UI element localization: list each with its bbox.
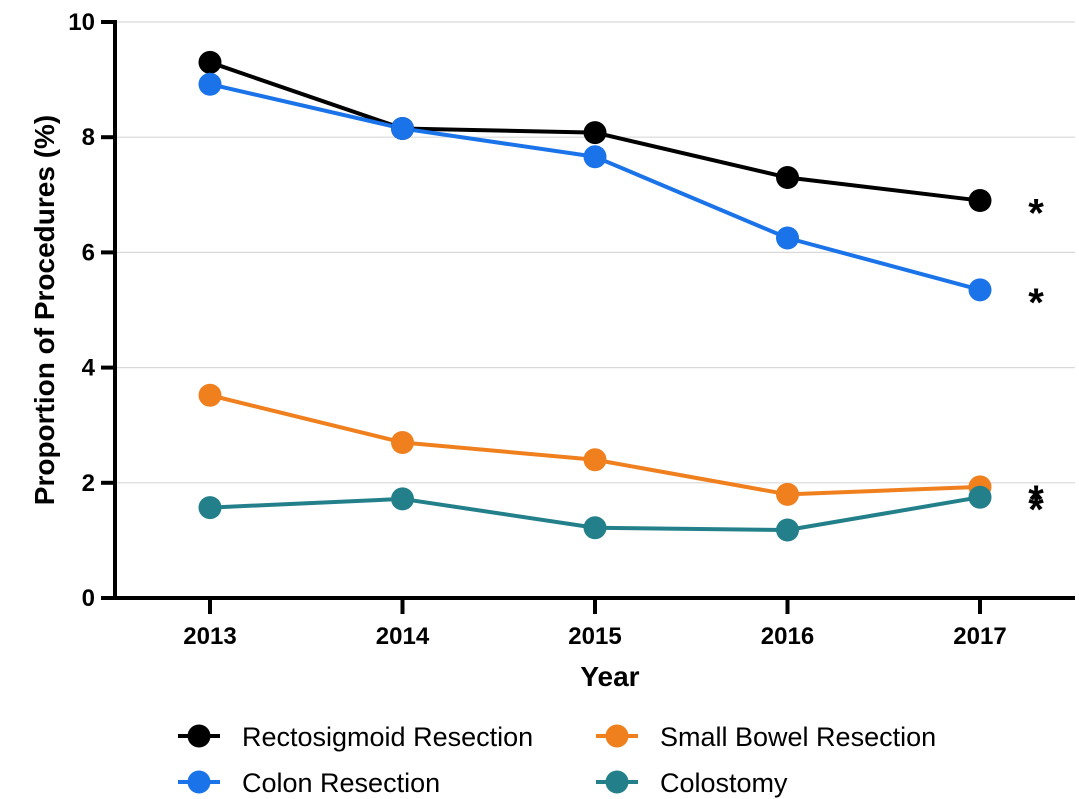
data-point	[391, 487, 414, 511]
x-tick-label: 2013	[183, 623, 236, 650]
significance-asterisk: *	[1028, 488, 1044, 532]
ticks: 0 2 4 6 8 10 2013 2014 2015 2016 2017	[68, 9, 1006, 650]
data-point	[583, 448, 607, 472]
legend-item: Colostomy	[596, 768, 788, 798]
y-tick-label: 2	[82, 470, 95, 497]
y-axis-title: Proportion of Procedures (%)	[29, 115, 60, 505]
data-point	[583, 145, 607, 169]
data-point	[198, 72, 222, 96]
significance-asterisk: *	[1028, 192, 1044, 236]
legend-label: Small Bowel Resection	[660, 722, 936, 752]
axes	[113, 20, 1075, 600]
legend-label: Colostomy	[660, 768, 788, 798]
significance-marks: ****	[1028, 192, 1044, 533]
data-point	[198, 496, 222, 520]
legend: Rectosigmoid Resection Small Bowel Resect…	[178, 722, 936, 798]
legend-swatch-marker	[605, 770, 629, 794]
data-point	[776, 482, 799, 506]
legend-swatch-marker	[605, 724, 629, 748]
data-point	[968, 278, 992, 302]
data-point	[968, 189, 992, 213]
data-point	[776, 166, 799, 190]
data-point	[391, 430, 414, 454]
gridlines	[115, 21, 1075, 484]
legend-swatch-marker	[187, 724, 211, 748]
legend-swatch-marker	[187, 770, 211, 794]
data-point	[776, 226, 799, 250]
data-point	[968, 485, 992, 509]
legend-item: Colon Resection	[178, 768, 440, 798]
data-point	[198, 383, 222, 407]
data-point	[391, 117, 414, 141]
y-tick-label: 4	[82, 355, 96, 382]
data-point	[583, 121, 607, 145]
x-tick-label: 2016	[761, 623, 814, 650]
legend-item: Small Bowel Resection	[596, 722, 936, 752]
legend-label: Rectosigmoid Resection	[242, 722, 533, 752]
data-points	[198, 50, 992, 542]
data-point	[776, 518, 799, 542]
legend-label: Colon Resection	[242, 768, 440, 798]
x-tick-label: 2014	[376, 623, 430, 650]
series-line	[209, 393, 981, 497]
significance-asterisk: *	[1028, 478, 1044, 522]
x-axis-title: Year	[580, 661, 639, 692]
x-tick-label: 2015	[568, 623, 621, 650]
legend-item: Rectosigmoid Resection	[178, 722, 533, 752]
y-tick-label: 10	[68, 9, 95, 36]
y-tick-label: 6	[82, 239, 95, 266]
x-tick-label: 2017	[953, 623, 1006, 650]
data-point	[198, 50, 222, 74]
y-tick-label: 0	[82, 585, 95, 612]
significance-asterisk: *	[1028, 281, 1044, 325]
data-point	[583, 516, 607, 540]
y-tick-label: 8	[82, 124, 95, 151]
